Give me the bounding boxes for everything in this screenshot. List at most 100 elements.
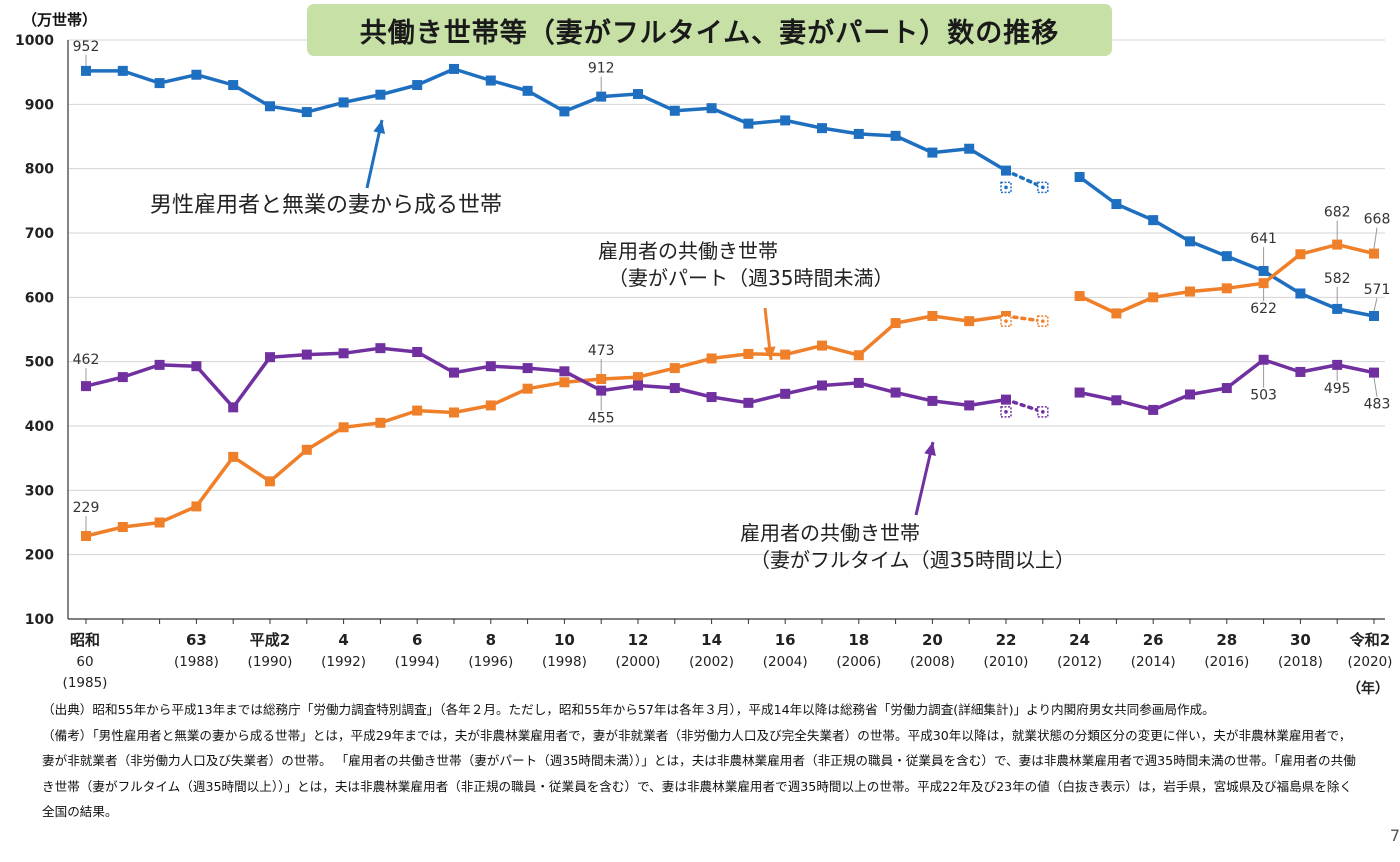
x-tick-label: (2008): [910, 654, 955, 670]
data-point: [81, 531, 91, 542]
data-point: [154, 78, 165, 89]
data-point: [1295, 366, 1306, 377]
y-axis-unit: （万世帯）: [22, 11, 98, 29]
x-tick-label: (2014): [1131, 654, 1176, 670]
data-point: [853, 350, 864, 361]
remarks-note: （備考）「男性雇用者と無業の妻から成る世帯」とは，平成29年までは，夫が非農林業…: [42, 727, 1356, 820]
data-label: 682: [1324, 205, 1351, 221]
data-point: [743, 118, 754, 129]
data-point: [485, 75, 496, 86]
data-point: [780, 115, 791, 126]
data-point: [1111, 308, 1122, 319]
data-point: [927, 395, 938, 406]
data-label: 582: [1324, 271, 1351, 287]
data-point: [191, 69, 202, 80]
y-tick-label: 300: [25, 483, 54, 499]
series-annotation-label: （妻がフルタイム（週35時間以上）: [750, 548, 1075, 572]
data-label-leader: [1373, 297, 1378, 312]
annotation-arrowhead: [924, 442, 936, 457]
line-chart: 100 200 300 400 500 600 700 800 900 1000 昭和 60 (1985…: [15, 33, 1392, 697]
x-tick-label: 12: [628, 631, 649, 649]
x-tick-label: (1990): [248, 654, 293, 670]
data-point: [485, 361, 496, 372]
data-point-hollow-dot: [1004, 319, 1008, 323]
data-point: [301, 444, 312, 455]
data-point: [964, 316, 975, 327]
data-point: [485, 400, 496, 411]
data-point: [1332, 359, 1343, 370]
data-point-hollow-dot: [1004, 410, 1008, 414]
annotation-arrowhead: [763, 346, 776, 360]
data-point: [669, 363, 680, 374]
data-point: [1185, 236, 1195, 247]
x-tick-label: (2016): [1204, 654, 1249, 670]
x-tick-label: (2010): [984, 654, 1029, 670]
data-point: [853, 377, 864, 388]
data-point: [1185, 389, 1195, 400]
x-tick-label: 18: [848, 631, 869, 649]
data-point: [559, 377, 570, 388]
data-point: [596, 91, 607, 102]
x-tick-label: (1988): [174, 654, 219, 670]
data-label: 229: [73, 500, 100, 516]
data-point: [1258, 278, 1269, 289]
data-point: [1074, 291, 1085, 302]
x-tick-label: (1996): [468, 654, 513, 670]
data-point: [191, 361, 202, 372]
data-point: [1185, 286, 1195, 297]
data-point-hollow-dot: [1041, 319, 1045, 323]
annotation-arrowhead: [373, 120, 386, 134]
data-point: [1221, 283, 1232, 294]
x-tick-label: (2000): [616, 654, 661, 670]
data-point: [228, 451, 239, 462]
x-tick-label: 14: [701, 631, 722, 649]
data-point: [375, 89, 386, 100]
x-tick-label: 16: [775, 631, 796, 649]
data-point: [522, 85, 533, 96]
data-point: [154, 359, 165, 370]
y-tick-label: 1000: [15, 33, 54, 49]
data-point: [1258, 354, 1269, 365]
data-point: [890, 318, 901, 329]
x-tick-label: (1994): [395, 654, 440, 670]
data-point: [817, 123, 827, 134]
data-label: 495: [1324, 381, 1351, 397]
x-tick-label: 平成2: [250, 631, 290, 649]
x-axis-label: （年）: [1347, 680, 1389, 697]
chart-notes: （出典）昭和55年から平成13年までは総務庁「労働力調査特別調査」（各年２月。た…: [42, 697, 1362, 825]
data-label: 503: [1250, 388, 1277, 404]
y-tick-label: 500: [25, 355, 54, 371]
data-point: [1001, 394, 1011, 405]
data-point: [81, 381, 91, 392]
data-point: [927, 147, 938, 158]
data-point: [1369, 310, 1379, 321]
data-point: [154, 517, 165, 528]
data-point: [890, 130, 901, 141]
data-point-hollow-dot: [1041, 185, 1045, 190]
series-line-hollow: [1004, 168, 1045, 190]
x-tick-label: 30: [1290, 631, 1311, 649]
data-point-hollow-dot: [1041, 410, 1045, 414]
x-tick-label: 60: [76, 654, 93, 670]
data-point: [743, 397, 754, 408]
data-point: [449, 367, 459, 378]
data-point: [1369, 367, 1379, 378]
x-tick-label: (1998): [542, 654, 587, 670]
series-line-hollow: [1004, 397, 1045, 414]
data-point: [338, 348, 349, 359]
x-tick-label: (2006): [836, 654, 881, 670]
data-point: [706, 103, 717, 114]
data-point: [412, 80, 423, 91]
y-tick-label: 800: [25, 162, 54, 178]
data-point: [412, 347, 423, 358]
data-point: [191, 501, 202, 512]
data-point: [853, 128, 864, 139]
data-point: [706, 353, 717, 364]
data-label-leader: [1373, 377, 1378, 397]
y-tick-label: 700: [25, 226, 54, 242]
source-note: （出典）昭和55年から平成13年までは総務庁「労働力調査特別調査」（各年２月。た…: [42, 702, 1215, 717]
series-line: [86, 67, 1007, 173]
data-point: [265, 101, 275, 112]
data-point: [1369, 248, 1379, 259]
data-point: [301, 107, 312, 118]
